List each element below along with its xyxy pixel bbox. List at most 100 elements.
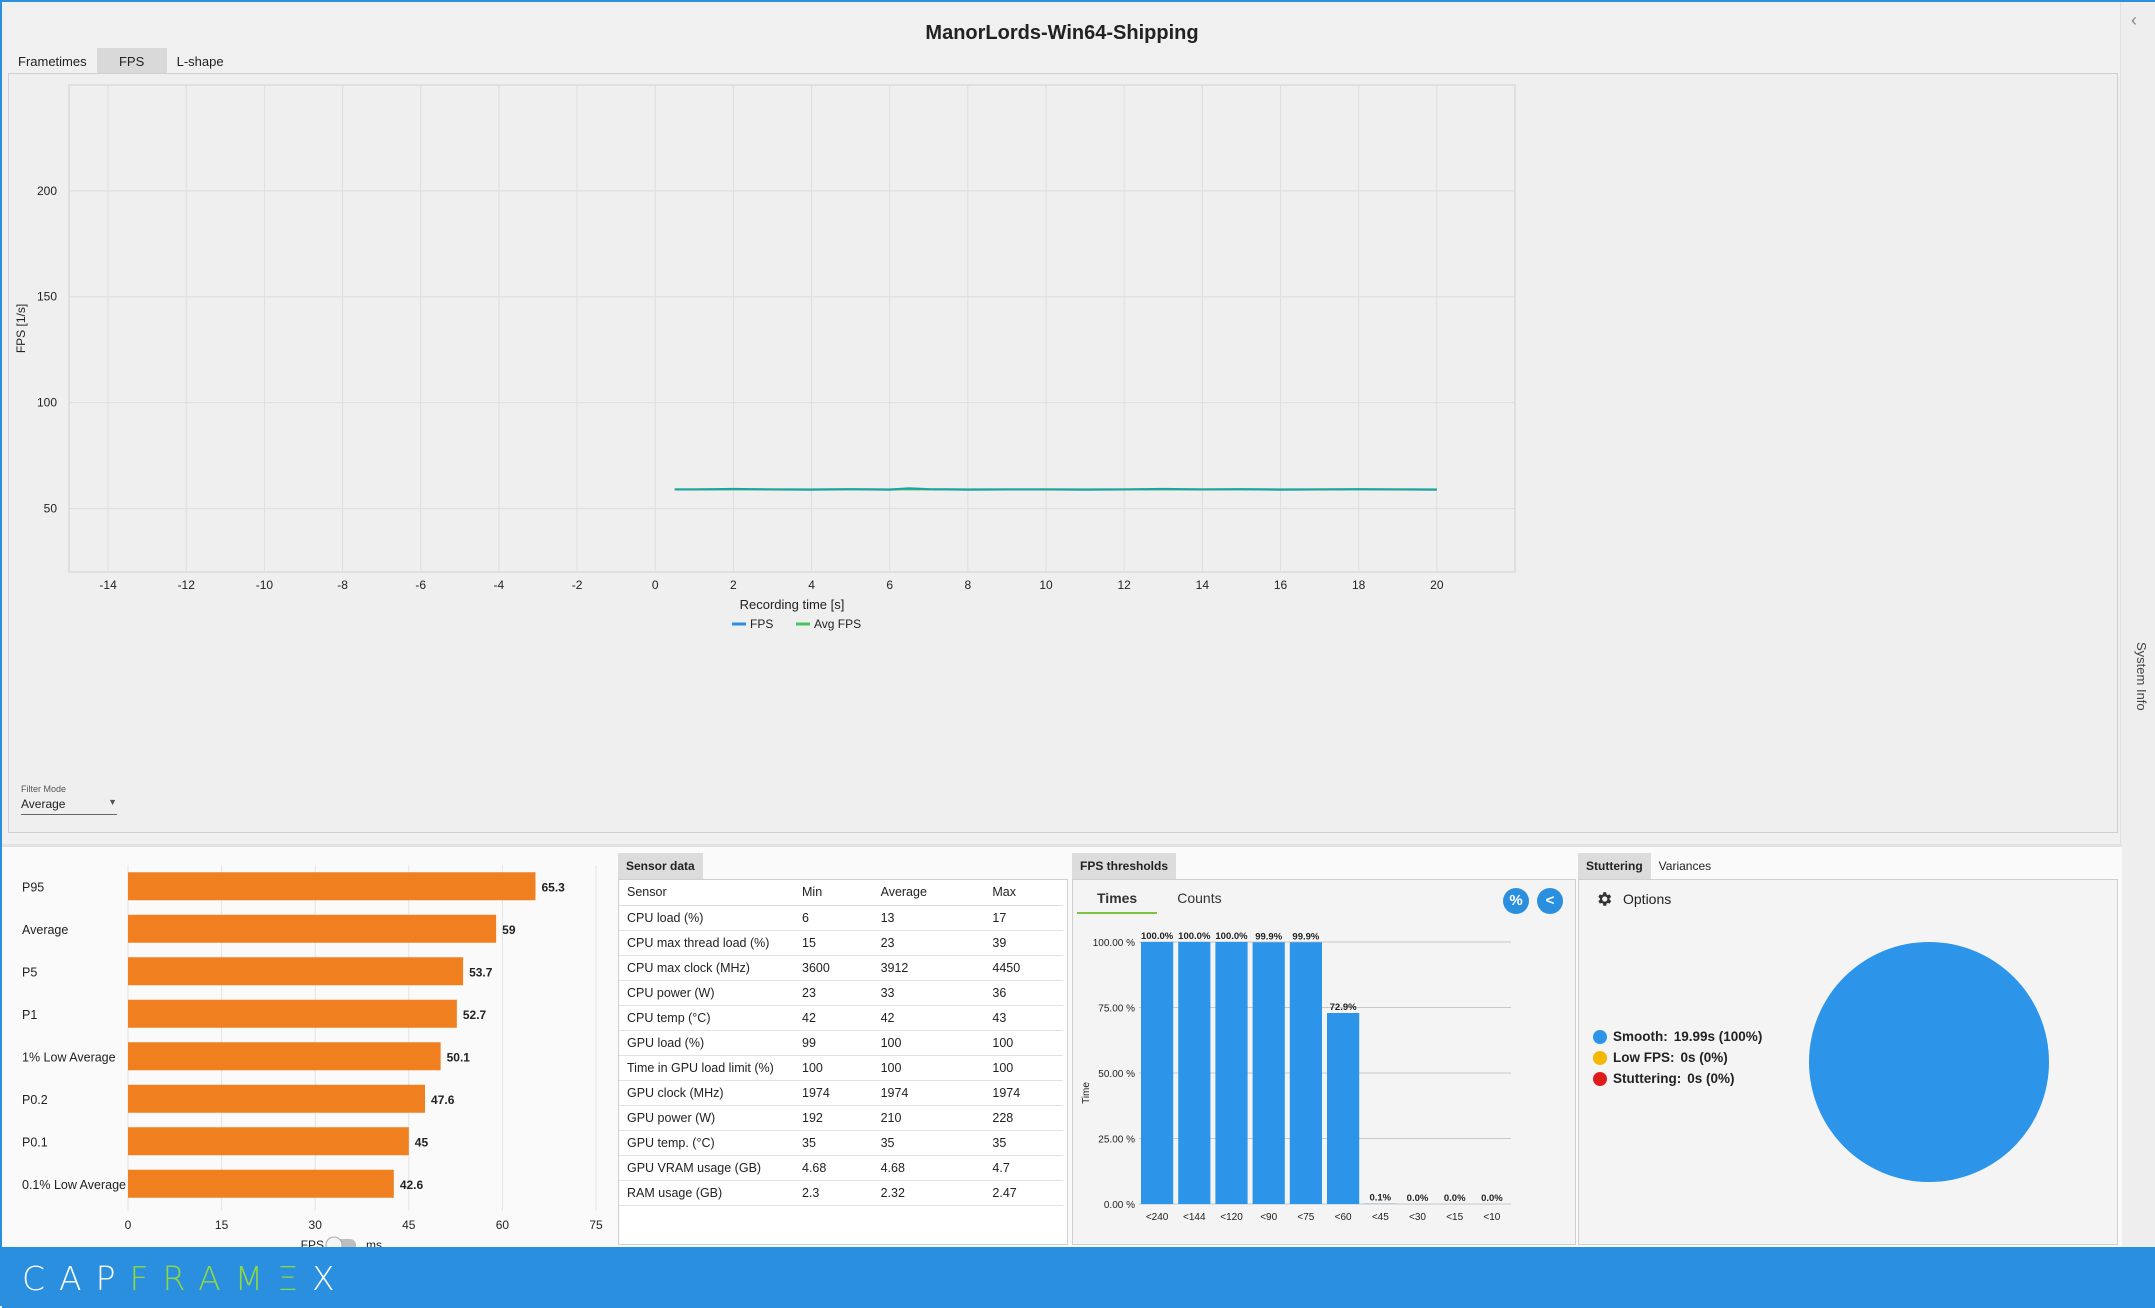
- y-tick-label: 200: [37, 184, 57, 198]
- x-tick-label: -14: [99, 578, 117, 592]
- threshold-category-label: <45: [1372, 1212, 1389, 1223]
- table-cell: GPU temp. (°C): [619, 1130, 794, 1155]
- thresholds-box: Times Counts % < 0.00 %25.00 %50.00 %75.…: [1072, 879, 1576, 1245]
- threshold-bar: [1253, 942, 1285, 1204]
- table-cell: 210: [873, 1105, 985, 1130]
- threshold-category-label: <60: [1335, 1212, 1352, 1223]
- options-button[interactable]: Options: [1595, 890, 1671, 908]
- table-cell: 2.47: [984, 1180, 1063, 1205]
- legend-smooth: Smooth: 19.99s (100%): [1593, 1026, 1762, 1047]
- percentile-bar: [128, 1127, 409, 1155]
- table-cell: 35: [794, 1130, 873, 1155]
- table-cell: 15: [794, 930, 873, 955]
- bar-value-label: 50.1: [447, 1050, 471, 1064]
- threshold-category-label: <75: [1297, 1212, 1314, 1223]
- y-axis-label: Time: [1081, 1082, 1092, 1104]
- page-title: ManorLords-Win64-Shipping: [2, 22, 2122, 45]
- chevron-left-icon[interactable]: ‹: [2131, 10, 2137, 31]
- fps-toggle-label: FPS: [301, 1238, 324, 1247]
- threshold-value-label: 99.9%: [1255, 931, 1282, 942]
- sensor-column-header[interactable]: Sensor: [619, 880, 794, 905]
- threshold-category-label: <90: [1260, 1212, 1277, 1223]
- back-button[interactable]: <: [1537, 888, 1563, 914]
- tab-stuttering[interactable]: Stuttering: [1578, 853, 1651, 879]
- filter-mode[interactable]: Filter Mode Average ▼: [21, 784, 117, 815]
- legend-low-fps-label: Low FPS:: [1613, 1050, 1675, 1065]
- y-tick-label: 150: [37, 290, 57, 304]
- table-cell: CPU temp (°C): [619, 1005, 794, 1030]
- table-cell: 100: [873, 1030, 985, 1055]
- sensor-column-header[interactable]: Average: [873, 880, 985, 905]
- table-cell: 3600: [794, 955, 873, 980]
- y-tick-label: 25.00 %: [1098, 1135, 1135, 1146]
- sensor-column-header[interactable]: Max: [984, 880, 1063, 905]
- table-cell: 100: [873, 1055, 985, 1080]
- threshold-value-label: 99.9%: [1292, 931, 1319, 942]
- bar-value-label: 45: [415, 1135, 429, 1149]
- capframex-logo: CAPFRAMΞX: [22, 1259, 349, 1298]
- percentile-bar: [128, 1085, 425, 1113]
- subtab-times[interactable]: Times: [1077, 884, 1157, 914]
- table-cell: 4.68: [873, 1155, 985, 1180]
- table-cell: 42: [794, 1005, 873, 1030]
- gear-icon: [1595, 890, 1613, 908]
- table-cell: 17: [984, 905, 1063, 930]
- table-cell: 13: [873, 905, 985, 930]
- table-cell: 1974: [794, 1080, 873, 1105]
- threshold-category-label: <30: [1409, 1212, 1426, 1223]
- threshold-value-label: 0.0%: [1481, 1193, 1503, 1204]
- filter-mode-select[interactable]: Average ▼: [21, 797, 117, 815]
- tab-sensor-data[interactable]: Sensor data: [618, 853, 703, 879]
- tab-frametimes[interactable]: Frametimes: [8, 48, 97, 74]
- percent-toggle-button[interactable]: %: [1503, 888, 1529, 914]
- tab-l-shape[interactable]: L-shape: [167, 48, 234, 74]
- tab-variances[interactable]: Variances: [1651, 853, 1719, 879]
- x-tick-label: 75: [589, 1218, 603, 1232]
- stutter-pie-slice-smooth: [1809, 942, 2049, 1182]
- fps-thresholds-panel: FPS thresholds Times Counts % < 0.00 %25…: [1072, 853, 1576, 1245]
- y-tick-label: 50: [44, 501, 58, 515]
- sensor-column-header[interactable]: Min: [794, 880, 873, 905]
- table-cell: 35: [984, 1130, 1063, 1155]
- threshold-bar: [1178, 942, 1210, 1204]
- table-cell: GPU VRAM usage (GB): [619, 1155, 794, 1180]
- table-cell: 2.32: [873, 1180, 985, 1205]
- bar-value-label: 59: [502, 923, 516, 937]
- subtab-counts[interactable]: Counts: [1157, 884, 1241, 914]
- tab-fps[interactable]: FPS: [97, 48, 167, 74]
- fps-series-line: [675, 488, 1437, 489]
- threshold-category-label: <144: [1183, 1212, 1206, 1223]
- bar-value-label: 42.6: [400, 1178, 424, 1192]
- table-cell: 6: [794, 905, 873, 930]
- x-tick-label: 20: [1430, 578, 1444, 592]
- stuttering-dot-icon: [1593, 1072, 1607, 1086]
- x-tick-label: 45: [402, 1218, 416, 1232]
- bar-category-label: P0.1: [22, 1135, 48, 1149]
- x-tick-label: 0: [652, 578, 659, 592]
- legend-fps-label: FPS: [750, 617, 773, 631]
- system-info-sidebar[interactable]: ‹ System Info: [2120, 2, 2155, 1247]
- tab-fps-thresholds[interactable]: FPS thresholds: [1072, 853, 1176, 879]
- threshold-bar: [1215, 942, 1247, 1204]
- low-fps-dot-icon: [1593, 1051, 1607, 1065]
- x-tick-label: -4: [494, 578, 505, 592]
- legend-low-fps-value: 0s (0%): [1681, 1050, 1728, 1065]
- options-label: Options: [1623, 891, 1671, 907]
- table-cell: 33: [873, 980, 985, 1005]
- table-cell: CPU power (W): [619, 980, 794, 1005]
- x-tick-label: -2: [572, 578, 583, 592]
- threshold-value-label: 0.0%: [1407, 1193, 1429, 1204]
- table-cell: 4.68: [794, 1155, 873, 1180]
- legend-smooth-label: Smooth:: [1613, 1029, 1668, 1044]
- x-tick-label: 8: [965, 578, 972, 592]
